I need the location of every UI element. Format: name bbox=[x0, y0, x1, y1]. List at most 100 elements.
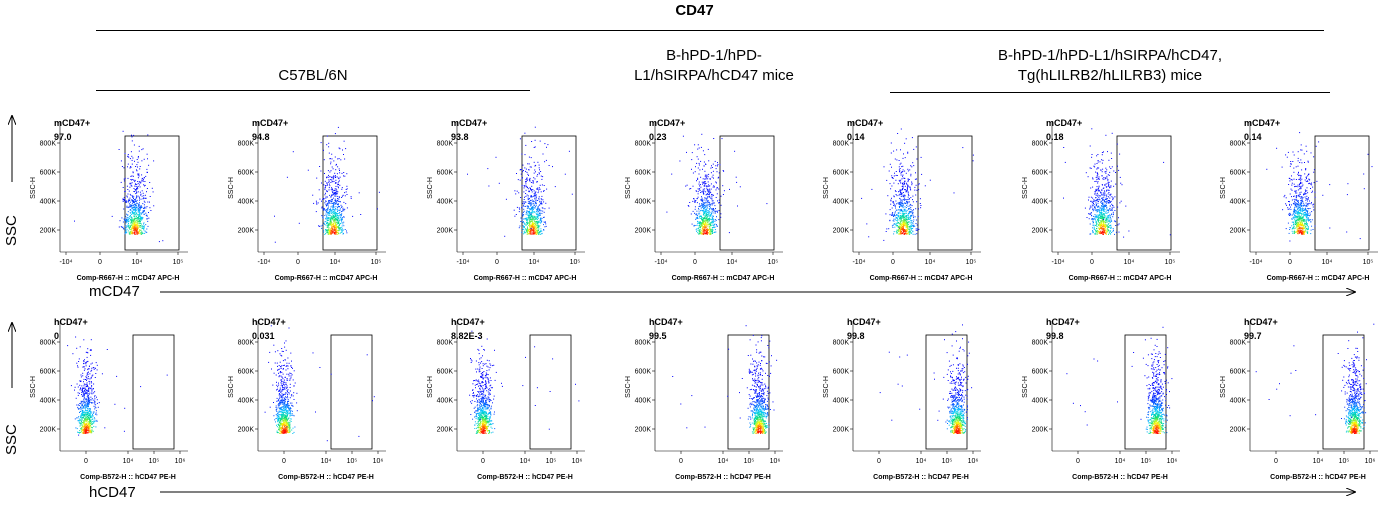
event-dot bbox=[545, 225, 547, 227]
event-dot bbox=[141, 178, 143, 180]
event-dot bbox=[338, 184, 339, 185]
event-dot bbox=[1100, 217, 1101, 219]
event-dot bbox=[1092, 178, 1094, 180]
event-dot bbox=[696, 202, 698, 204]
event-dot bbox=[330, 161, 332, 163]
event-dot bbox=[893, 220, 895, 222]
event-dot bbox=[888, 228, 890, 230]
event-dot bbox=[1098, 205, 1100, 207]
event-dot bbox=[900, 190, 902, 192]
event-dot bbox=[1294, 185, 1296, 187]
event-dot bbox=[340, 217, 342, 219]
event-dot bbox=[520, 217, 522, 219]
event-dot bbox=[329, 210, 331, 212]
event-dot bbox=[529, 212, 531, 214]
event-dot bbox=[898, 209, 900, 211]
event-dot bbox=[896, 223, 898, 225]
event-dot bbox=[1307, 218, 1309, 220]
event-dot bbox=[332, 181, 334, 183]
event-dot bbox=[537, 188, 539, 190]
event-dot bbox=[702, 203, 704, 205]
event-dot bbox=[326, 176, 328, 178]
event-dot bbox=[147, 220, 149, 222]
event-dot bbox=[708, 191, 710, 193]
event-dot bbox=[902, 205, 904, 207]
event-dot bbox=[907, 151, 909, 153]
event-dot bbox=[906, 204, 908, 206]
event-dot bbox=[902, 186, 904, 188]
event-dot bbox=[331, 201, 332, 203]
event-dot bbox=[338, 227, 340, 229]
event-dot bbox=[700, 160, 702, 162]
event-dot bbox=[1291, 230, 1293, 232]
event-dot bbox=[1097, 178, 1099, 180]
event-dot bbox=[135, 213, 137, 215]
event-dot bbox=[337, 221, 339, 223]
event-dot bbox=[903, 230, 905, 232]
event-dot bbox=[899, 170, 901, 172]
event-dot bbox=[526, 210, 528, 212]
event-dot bbox=[530, 209, 532, 211]
event-dot bbox=[712, 226, 714, 228]
event-dot bbox=[909, 188, 911, 190]
event-dot bbox=[532, 211, 534, 213]
event-dot bbox=[126, 200, 128, 202]
event-dot bbox=[325, 218, 327, 220]
event-dot bbox=[529, 225, 531, 227]
event-dot bbox=[903, 210, 905, 212]
event-dot bbox=[531, 189, 533, 191]
event-dot bbox=[158, 241, 160, 243]
event-dot bbox=[1095, 224, 1097, 226]
event-dot bbox=[1294, 211, 1296, 213]
event-dot bbox=[528, 163, 530, 165]
event-dot bbox=[344, 229, 346, 230]
event-dot bbox=[130, 212, 131, 214]
event-dot bbox=[141, 190, 143, 192]
event-dot bbox=[1313, 203, 1315, 205]
event-dot bbox=[529, 203, 531, 205]
event-dot bbox=[530, 157, 532, 159]
event-dot bbox=[531, 218, 533, 220]
event-dot bbox=[137, 220, 139, 222]
event-dot bbox=[1092, 220, 1094, 222]
event-dot bbox=[130, 221, 132, 223]
event-dot bbox=[902, 183, 903, 184]
event-dot bbox=[534, 139, 536, 141]
event-dot bbox=[535, 202, 537, 204]
event-dot bbox=[1100, 208, 1102, 210]
event-dot bbox=[335, 192, 337, 194]
event-dot bbox=[525, 181, 527, 182]
event-dot bbox=[700, 184, 701, 186]
event-dot bbox=[909, 212, 911, 213]
event-dot bbox=[903, 227, 904, 229]
event-dot bbox=[522, 211, 524, 213]
event-dot bbox=[1288, 232, 1290, 234]
event-dot bbox=[904, 183, 905, 185]
event-dot bbox=[131, 179, 133, 181]
event-dot bbox=[132, 195, 134, 197]
event-dot bbox=[909, 230, 910, 232]
event-dot bbox=[707, 224, 709, 226]
y-tick-label: 400K bbox=[1032, 199, 1049, 206]
event-dot bbox=[701, 196, 702, 198]
event-dot bbox=[700, 223, 702, 225]
event-dot bbox=[531, 233, 533, 235]
event-dot bbox=[705, 178, 707, 180]
event-dot bbox=[905, 229, 906, 231]
event-dot bbox=[700, 192, 702, 193]
event-dot bbox=[532, 222, 534, 224]
event-dot bbox=[130, 205, 132, 207]
event-dot bbox=[1091, 215, 1092, 217]
event-dot bbox=[142, 148, 144, 150]
event-dot bbox=[1085, 172, 1087, 174]
event-dot bbox=[902, 165, 904, 167]
event-dot bbox=[1101, 220, 1102, 222]
event-dot bbox=[705, 223, 707, 225]
event-dot bbox=[898, 219, 900, 221]
event-dot bbox=[525, 193, 527, 194]
event-dot bbox=[324, 209, 326, 211]
event-dot bbox=[711, 210, 713, 212]
event-dot bbox=[707, 218, 709, 220]
event-dot bbox=[903, 199, 905, 201]
event-dot bbox=[892, 212, 894, 214]
